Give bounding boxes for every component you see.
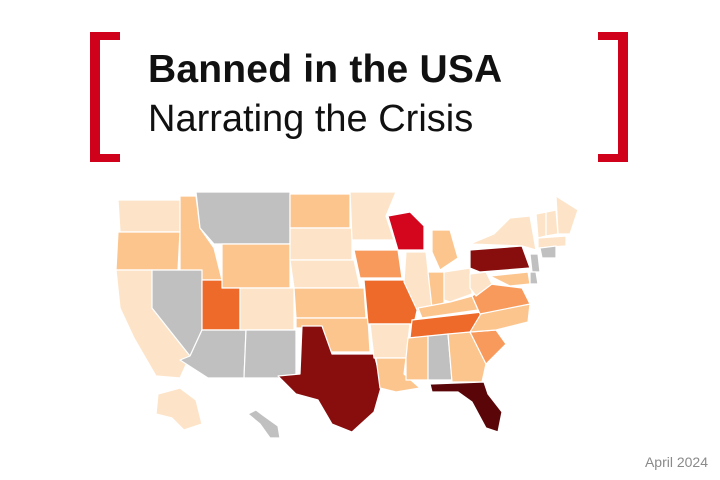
state-mo [363,279,419,325]
left-bracket [90,32,120,162]
state-fl [429,381,503,433]
page-subtitle: Narrating the Crisis [148,98,474,140]
state-co [239,287,295,331]
state-nj [529,253,541,273]
state-de [529,271,539,285]
us-choropleth-map [110,188,610,448]
state-ut [201,279,241,331]
state-ny [469,215,537,251]
page-title: Banned in the USA [148,48,503,91]
state-mn [349,191,397,241]
state-ms [405,335,429,381]
state-md [489,271,531,287]
state-ar [369,323,411,359]
state-mt [195,191,291,245]
state-ma [537,235,567,249]
state-ia [353,249,403,279]
state-vt [535,211,547,239]
state-ct [539,245,557,259]
state-ne [289,259,361,289]
state-pa [469,245,531,273]
publication-date: April 2024 [644,454,708,470]
state-tx [277,325,383,433]
state-wi [387,211,425,251]
state-mi [431,229,459,271]
state-or [115,231,181,271]
state-sd [289,227,353,261]
state-hi [247,409,281,439]
state-wy [221,243,291,289]
title-block: Banned in the USA Narrating the Crisis [0,0,720,180]
state-ak [155,387,203,431]
state-oh [443,267,473,303]
state-nm [243,329,297,379]
map-svg [115,191,579,439]
right-bracket [598,32,628,162]
state-nd [289,193,351,229]
state-ks [293,287,367,319]
state-me [555,195,579,235]
state-wa [117,199,181,233]
state-nh [545,209,559,237]
state-ga [447,331,487,383]
